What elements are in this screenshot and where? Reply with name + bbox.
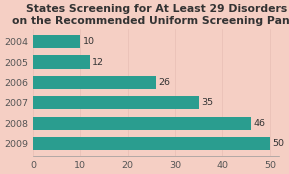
Bar bbox=[33, 117, 251, 130]
Text: 26: 26 bbox=[159, 78, 171, 87]
Text: 35: 35 bbox=[201, 98, 213, 107]
Bar bbox=[33, 96, 199, 109]
Bar bbox=[33, 56, 90, 69]
Bar bbox=[33, 35, 80, 48]
Bar bbox=[33, 76, 156, 89]
Text: 12: 12 bbox=[92, 58, 104, 67]
Text: 50: 50 bbox=[272, 139, 284, 148]
Text: 10: 10 bbox=[83, 37, 95, 46]
Title: States Screening for At Least 29 Disorders
on the Recommended Uniform Screening : States Screening for At Least 29 Disorde… bbox=[12, 4, 289, 26]
Text: 46: 46 bbox=[253, 119, 265, 128]
Bar bbox=[33, 137, 270, 150]
